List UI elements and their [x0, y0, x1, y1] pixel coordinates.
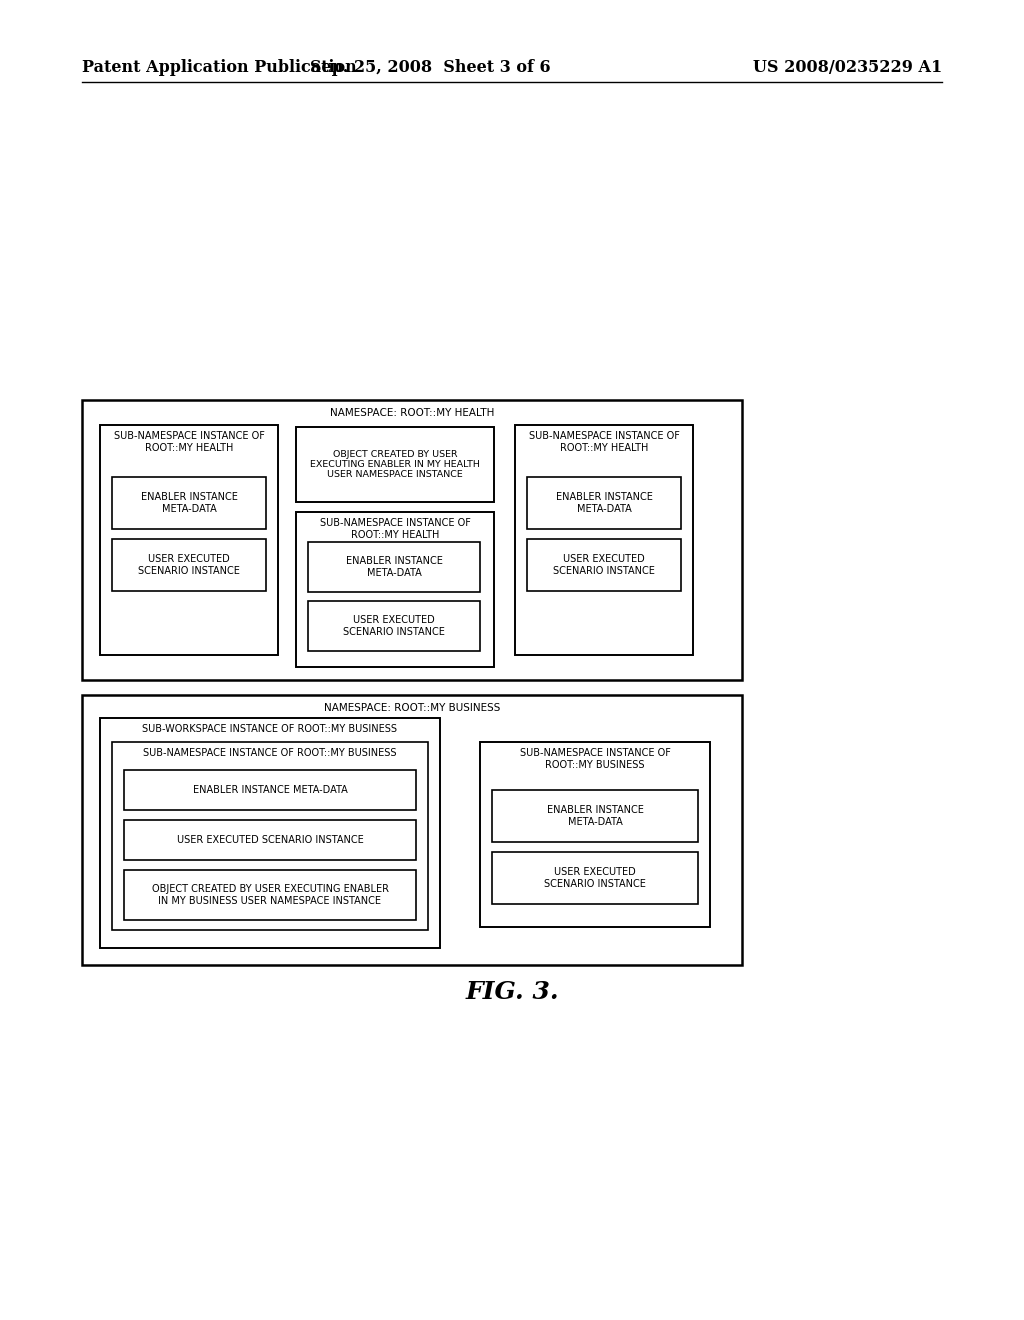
Bar: [112, 539, 266, 591]
Bar: [480, 742, 710, 927]
Bar: [112, 742, 428, 931]
Text: SUB-NAMESPACE INSTANCE OF
ROOT::MY HEALTH: SUB-NAMESPACE INSTANCE OF ROOT::MY HEALT…: [114, 432, 264, 453]
Text: NAMESPACE: ROOT::MY HEALTH: NAMESPACE: ROOT::MY HEALTH: [330, 408, 495, 418]
Bar: [124, 820, 416, 861]
Text: NAMESPACE: ROOT::MY BUSINESS: NAMESPACE: ROOT::MY BUSINESS: [324, 704, 500, 713]
Text: USER EXECUTED SCENARIO INSTANCE: USER EXECUTED SCENARIO INSTANCE: [176, 836, 364, 845]
Bar: [100, 718, 440, 948]
Text: USER EXECUTED
SCENARIO INSTANCE: USER EXECUTED SCENARIO INSTANCE: [553, 554, 655, 576]
Bar: [112, 477, 266, 529]
Bar: [296, 512, 494, 667]
Text: ENABLER INSTANCE
META-DATA: ENABLER INSTANCE META-DATA: [547, 805, 643, 826]
Text: ENABLER INSTANCE META-DATA: ENABLER INSTANCE META-DATA: [193, 785, 347, 795]
Bar: [82, 400, 742, 680]
Bar: [515, 425, 693, 655]
Bar: [527, 539, 681, 591]
Bar: [296, 426, 494, 502]
Text: SUB-NAMESPACE INSTANCE OF
ROOT::MY HEALTH: SUB-NAMESPACE INSTANCE OF ROOT::MY HEALT…: [319, 517, 470, 540]
Text: OBJECT CREATED BY USER
EXECUTING ENABLER IN MY HEALTH
USER NAMESPACE INSTANCE: OBJECT CREATED BY USER EXECUTING ENABLER…: [310, 450, 480, 479]
Bar: [82, 696, 742, 965]
Text: Sep. 25, 2008  Sheet 3 of 6: Sep. 25, 2008 Sheet 3 of 6: [309, 59, 550, 77]
Bar: [492, 851, 698, 904]
Text: USER EXECUTED
SCENARIO INSTANCE: USER EXECUTED SCENARIO INSTANCE: [343, 615, 445, 636]
Text: USER EXECUTED
SCENARIO INSTANCE: USER EXECUTED SCENARIO INSTANCE: [138, 554, 240, 576]
Text: US 2008/0235229 A1: US 2008/0235229 A1: [753, 59, 942, 77]
Bar: [308, 601, 480, 651]
Text: OBJECT CREATED BY USER EXECUTING ENABLER
IN MY BUSINESS USER NAMESPACE INSTANCE: OBJECT CREATED BY USER EXECUTING ENABLER…: [152, 884, 388, 906]
Text: SUB-NAMESPACE INSTANCE OF
ROOT::MY HEALTH: SUB-NAMESPACE INSTANCE OF ROOT::MY HEALT…: [528, 432, 680, 453]
Bar: [124, 770, 416, 810]
Text: ENABLER INSTANCE
META-DATA: ENABLER INSTANCE META-DATA: [345, 556, 442, 578]
Bar: [492, 789, 698, 842]
Text: ENABLER INSTANCE
META-DATA: ENABLER INSTANCE META-DATA: [556, 492, 652, 513]
Text: FIG. 3.: FIG. 3.: [465, 979, 559, 1005]
Bar: [100, 425, 278, 655]
Bar: [308, 543, 480, 591]
Text: SUB-WORKSPACE INSTANCE OF ROOT::MY BUSINESS: SUB-WORKSPACE INSTANCE OF ROOT::MY BUSIN…: [142, 723, 397, 734]
Bar: [124, 870, 416, 920]
Text: USER EXECUTED
SCENARIO INSTANCE: USER EXECUTED SCENARIO INSTANCE: [544, 867, 646, 888]
Text: ENABLER INSTANCE
META-DATA: ENABLER INSTANCE META-DATA: [140, 492, 238, 513]
Bar: [527, 477, 681, 529]
Text: Patent Application Publication: Patent Application Publication: [82, 59, 356, 77]
Text: SUB-NAMESPACE INSTANCE OF
ROOT::MY BUSINESS: SUB-NAMESPACE INSTANCE OF ROOT::MY BUSIN…: [519, 748, 671, 770]
Text: SUB-NAMESPACE INSTANCE OF ROOT::MY BUSINESS: SUB-NAMESPACE INSTANCE OF ROOT::MY BUSIN…: [143, 748, 396, 758]
